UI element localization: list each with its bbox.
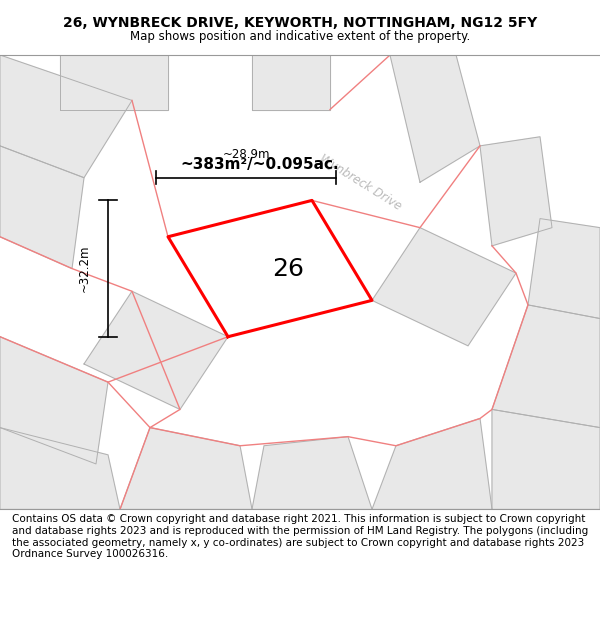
Polygon shape [168,201,372,337]
Text: 26: 26 [272,256,304,281]
Polygon shape [0,55,132,178]
Polygon shape [390,55,480,182]
Polygon shape [480,137,552,246]
Polygon shape [492,409,600,509]
Polygon shape [0,428,120,509]
Text: 26, WYNBRECK DRIVE, KEYWORTH, NOTTINGHAM, NG12 5FY: 26, WYNBRECK DRIVE, KEYWORTH, NOTTINGHAM… [63,16,537,29]
Polygon shape [0,337,108,464]
Text: Wynbreck Drive: Wynbreck Drive [317,152,403,213]
Polygon shape [528,219,600,319]
Text: ~383m²/~0.095ac.: ~383m²/~0.095ac. [180,156,338,171]
Polygon shape [60,55,168,109]
Text: ~32.2m: ~32.2m [77,245,91,292]
Polygon shape [0,146,84,269]
Polygon shape [492,305,600,428]
Polygon shape [372,228,516,346]
Polygon shape [372,419,492,509]
Polygon shape [84,291,228,409]
Polygon shape [252,55,330,109]
Polygon shape [120,428,252,509]
Text: ~28.9m: ~28.9m [222,149,270,161]
Text: Map shows position and indicative extent of the property.: Map shows position and indicative extent… [130,30,470,43]
Polygon shape [252,437,372,509]
Text: Contains OS data © Crown copyright and database right 2021. This information is : Contains OS data © Crown copyright and d… [12,514,588,559]
